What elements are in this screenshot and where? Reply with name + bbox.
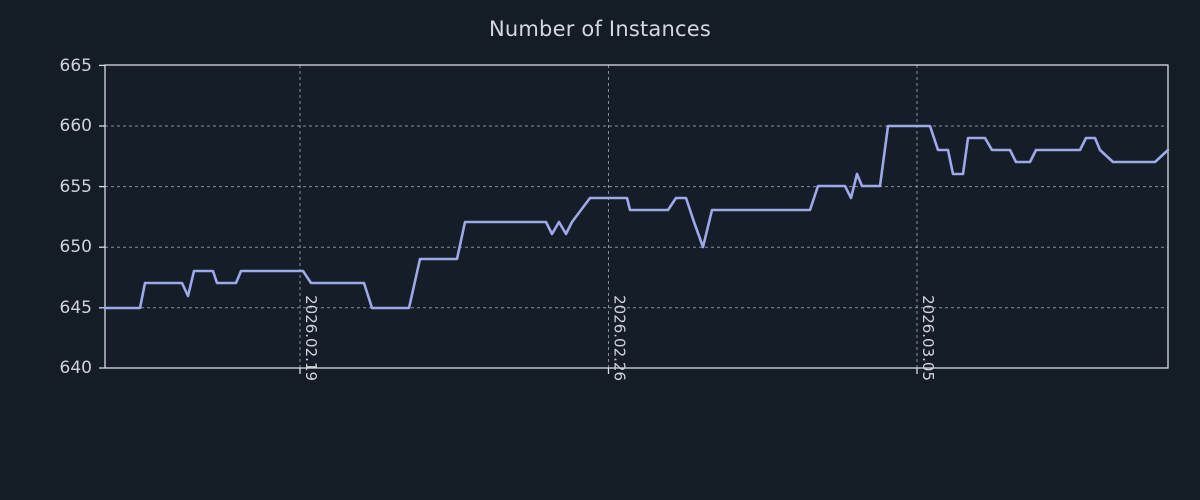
y-tick-label-640: 640 — [60, 358, 92, 378]
plot-background — [105, 65, 1168, 368]
y-tick-label-660: 660 — [60, 116, 92, 136]
y-tick-label-655: 655 — [60, 177, 92, 197]
plot-frame — [104, 64, 1169, 369]
x-tick-label-2: 2026.02.26 — [611, 295, 629, 381]
x-tick-label-1: 2026.02.19 — [302, 295, 320, 381]
chart-title: Number of Instances — [488, 17, 711, 41]
data-line-instances — [103, 124, 1170, 310]
vertical-gridlines — [299, 65, 918, 368]
y-tick-label-665: 665 — [60, 56, 92, 76]
x-tick-label-3: 2026.03.05 — [919, 295, 937, 381]
y-tick-label-650: 650 — [60, 237, 92, 257]
y-tick-marks — [99, 64, 105, 369]
x-tick-marks — [299, 368, 918, 374]
y-tick-label-645: 645 — [60, 298, 92, 318]
